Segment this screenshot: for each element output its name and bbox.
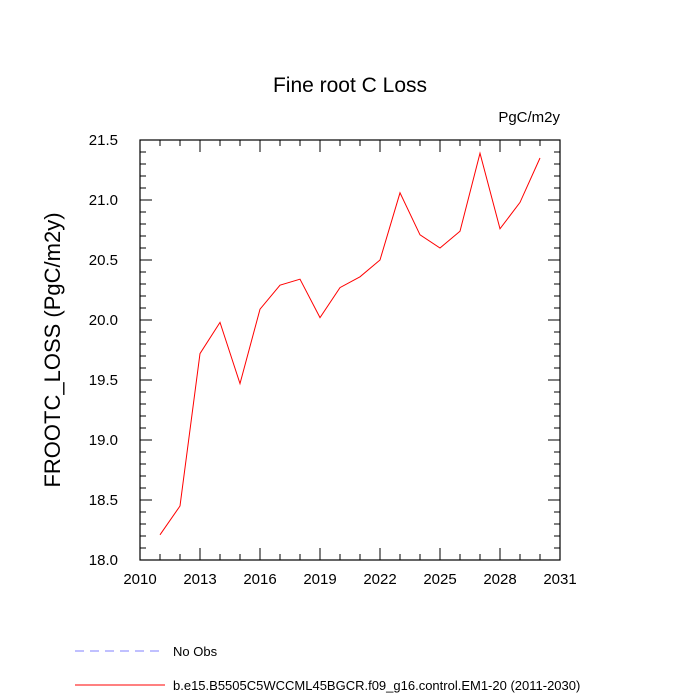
x-tick-label: 2013	[183, 571, 216, 588]
x-tick-label: 2010	[123, 571, 156, 588]
x-tick-label: 2016	[243, 571, 276, 588]
y-tick-label: 18.5	[89, 492, 118, 509]
y-tick-label: 20.5	[89, 252, 118, 269]
x-tick-label: 2022	[363, 571, 396, 588]
data-series	[159, 151, 541, 536]
x-tick-label: 2031	[543, 571, 576, 588]
x-tick-label: 2025	[423, 571, 456, 588]
plot-frame	[139, 139, 561, 561]
legend: No Obs b.e15.B5505C5WCCML45BGCR.f09_g16.…	[75, 644, 580, 693]
x-tick-label: 2028	[483, 571, 516, 588]
y-axis-label: FROOTC_LOSS (PgC/m2y)	[40, 212, 65, 487]
y-tick-label: 19.5	[89, 372, 118, 389]
axis-tick-labels: 2010 2013 2016 2019 2022 2025 2028 2031 18.0 18.5…	[89, 132, 577, 588]
axis-ticks	[139, 139, 561, 561]
y-tick-label: 19.0	[89, 432, 118, 449]
y-tick-label: 21.5	[89, 132, 118, 149]
legend-label-model: b.e15.B5505C5WCCML45BGCR.f09_g16.control…	[173, 678, 580, 693]
chart-title: Fine root C Loss	[273, 74, 427, 97]
y-tick-label: 18.0	[89, 552, 118, 569]
legend-label-no-obs: No Obs	[173, 644, 218, 659]
y-tick-label: 21.0	[89, 192, 118, 209]
units-label: PgC/m2y	[498, 109, 560, 126]
x-tick-label: 2019	[303, 571, 336, 588]
series-line	[159, 151, 541, 536]
y-tick-label: 20.0	[89, 312, 118, 329]
